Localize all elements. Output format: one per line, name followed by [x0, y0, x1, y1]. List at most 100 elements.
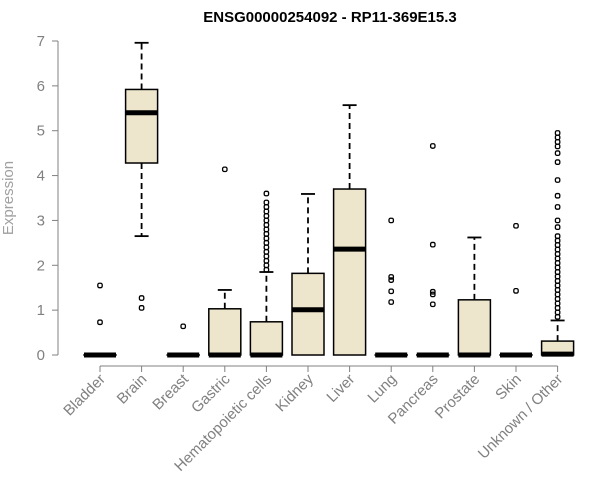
- box-kidney: [291, 193, 325, 356]
- y-tick-label: 3: [37, 212, 45, 229]
- y-tick-label: 0: [37, 347, 45, 364]
- outlier-point: [263, 222, 270, 228]
- outlier-point: [263, 262, 270, 269]
- outlier-point: [554, 150, 561, 156]
- y-tick-label: 7: [37, 33, 45, 50]
- x-tick-label: Breast: [149, 370, 192, 413]
- outlier-point: [554, 177, 561, 183]
- x-tick-label: Lung: [364, 371, 400, 407]
- outlier-point: [513, 288, 519, 294]
- box-body: [332, 188, 367, 356]
- outlier-point: [263, 217, 270, 224]
- outlier-point: [429, 143, 436, 149]
- box-body: [457, 299, 492, 356]
- y-tick-label: 5: [37, 123, 45, 140]
- outlier-point: [263, 253, 270, 260]
- x-tick-label: Liver: [323, 371, 358, 406]
- outlier-point: [554, 143, 561, 150]
- outlier-point: [263, 235, 270, 242]
- outlier-point: [429, 241, 436, 248]
- x-tick-label: Brain: [114, 371, 151, 408]
- y-tick-label: 4: [37, 168, 45, 185]
- outlier-point: [513, 222, 519, 229]
- box-pancreas: [416, 143, 450, 358]
- x-tick-label: Skin: [492, 371, 525, 404]
- outlier-point: [263, 204, 270, 210]
- x-tick-label: Kidney: [272, 370, 317, 415]
- outlier-point: [554, 264, 561, 271]
- chart-title: ENSG00000254092 - RP11-369E15.3: [203, 9, 457, 26]
- outlier-point: [263, 240, 270, 246]
- outlier-point: [263, 257, 270, 264]
- outlier-point: [554, 282, 561, 289]
- outlier-point: [263, 199, 270, 206]
- box-lung: [374, 217, 408, 358]
- outlier-point: [554, 305, 561, 311]
- outlier-point: [554, 300, 561, 307]
- outlier-point: [554, 246, 561, 253]
- outlier-point: [554, 130, 561, 136]
- outlier-point: [263, 248, 270, 255]
- outlier-point: [554, 260, 561, 266]
- y-tick-label: 6: [37, 78, 45, 95]
- outlier-point: [388, 217, 395, 224]
- outlier-point: [554, 278, 561, 284]
- outlier-point: [263, 231, 270, 237]
- outlier-point: [388, 277, 395, 283]
- outlier-point: [554, 242, 561, 248]
- outlier-point: [388, 288, 395, 295]
- boxes: [83, 41, 575, 358]
- outlier-point: [429, 288, 436, 295]
- outlier-point: [554, 192, 561, 199]
- outlier-point: [263, 190, 270, 197]
- outlier-point: [554, 269, 561, 275]
- outlier-point: [221, 166, 228, 173]
- outlier-point: [554, 224, 561, 231]
- outlier-point: [554, 296, 561, 302]
- box-gastric: [208, 166, 242, 358]
- outlier-point: [263, 208, 270, 215]
- outlier-point: [554, 217, 561, 224]
- outlier-point: [388, 299, 395, 305]
- outlier-point: [554, 139, 561, 145]
- outlier-point: [554, 273, 561, 280]
- box-breast: [166, 323, 200, 358]
- outlier-point: [263, 244, 270, 251]
- box-bladder: [83, 282, 117, 358]
- outlier-point: [554, 255, 561, 262]
- outlier-point: [263, 213, 270, 219]
- outlier-point: [554, 159, 561, 165]
- outlier-point: [388, 274, 395, 280]
- outlier-point: [138, 295, 145, 301]
- outlier-point: [554, 233, 561, 239]
- box-skin: [499, 222, 533, 358]
- outlier-point: [554, 291, 561, 298]
- box-body: [291, 272, 325, 356]
- x-tick-label: Prostate: [432, 371, 484, 423]
- outlier-point: [429, 301, 436, 308]
- outlier-point: [554, 204, 561, 210]
- box-prostate: [457, 236, 492, 358]
- outlier-point: [554, 251, 561, 257]
- outlier-point: [429, 291, 436, 298]
- box-hematopoietic-cells: [249, 190, 284, 358]
- y-axis-label: Expression: [0, 161, 17, 235]
- outlier-point: [263, 226, 270, 233]
- outlier-point: [97, 282, 103, 289]
- box-brain: [124, 41, 159, 311]
- outlier-point: [554, 287, 561, 293]
- outlier-point: [554, 314, 561, 320]
- outlier-point: [554, 309, 561, 316]
- outlier-point: [554, 237, 561, 244]
- box-body: [249, 321, 284, 356]
- box-body: [124, 88, 159, 164]
- outlier-point: [138, 305, 145, 311]
- box-liver: [332, 104, 367, 356]
- box-body: [208, 308, 242, 356]
- y-tick-label: 1: [37, 302, 45, 319]
- outlier-point: [554, 134, 561, 141]
- x-tick-label: Bladder: [60, 371, 109, 420]
- box-unknown-other: [540, 130, 575, 357]
